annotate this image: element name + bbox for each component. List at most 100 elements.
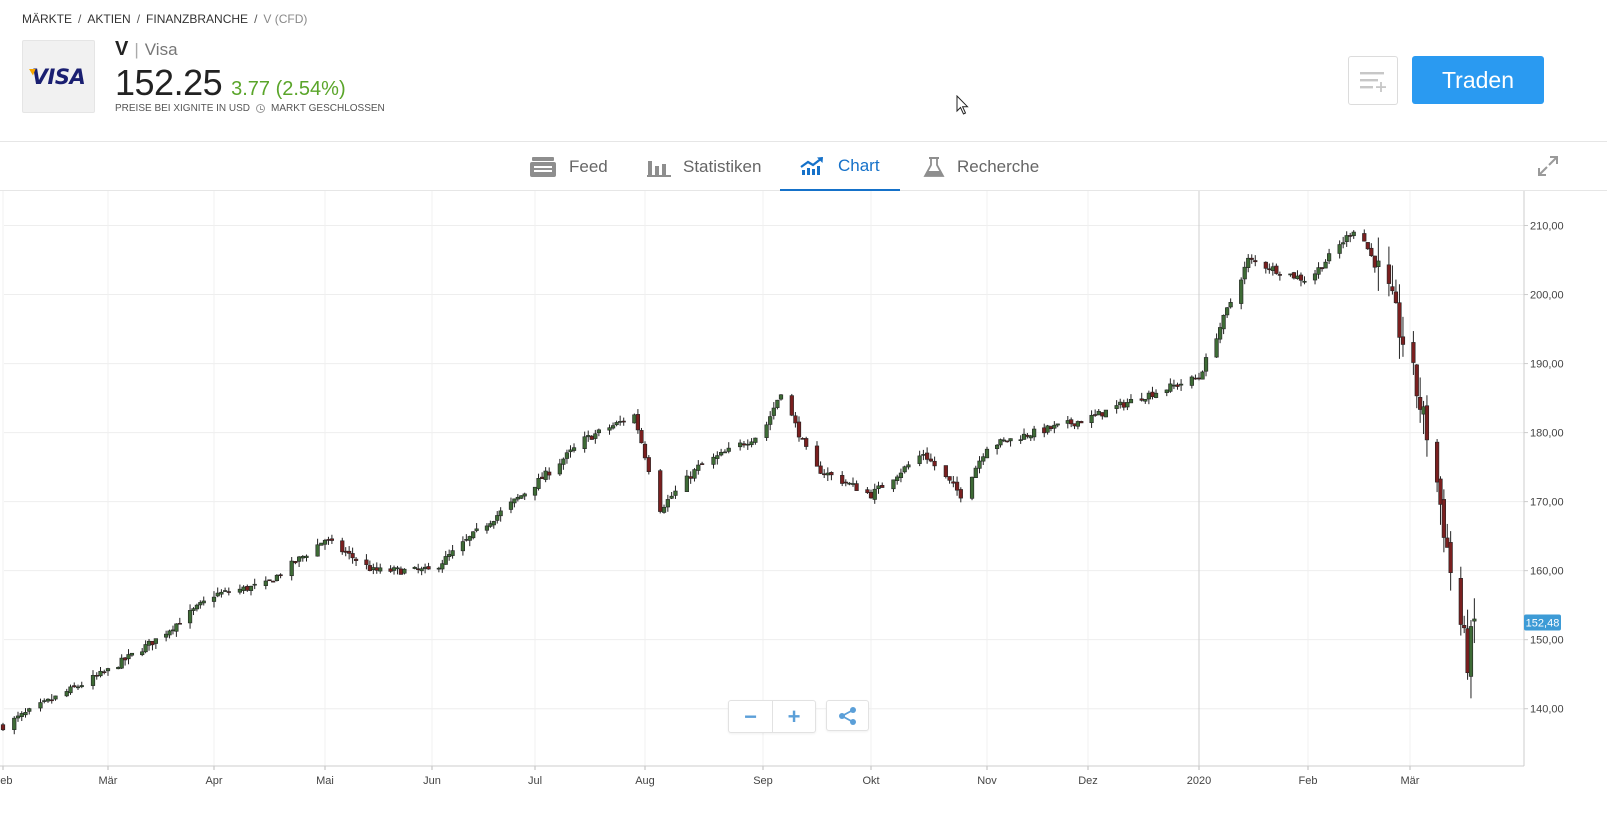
candle-body (1005, 440, 1010, 443)
candle-body (1323, 261, 1328, 269)
share-icon (838, 706, 856, 725)
candle-body (684, 475, 689, 492)
candle-body (539, 476, 545, 479)
candle-body (925, 452, 930, 460)
candle-body (378, 567, 383, 572)
breadcrumb: MÄRKTE / AKTIEN / FINANZBRANCHE / V (CFD… (22, 12, 307, 26)
x-tick-label: Feb (1299, 775, 1318, 787)
candle-body (126, 654, 131, 660)
candle-body (1008, 438, 1013, 442)
candle-body (1203, 357, 1209, 372)
candle-body (738, 442, 743, 448)
candle-body (880, 485, 885, 488)
price-chart[interactable]: 140,00 150,00 160,00 170,00 180,00 190,00 200,… (0, 191, 1607, 814)
x-tick-label: Mär (99, 775, 118, 787)
candle-body (491, 521, 496, 526)
candle-body (984, 448, 990, 459)
breadcrumb-item-maerkte[interactable]: MÄRKTE (22, 12, 73, 26)
candle-body (932, 460, 937, 467)
candle-body (1032, 428, 1037, 438)
expand-icon[interactable] (1537, 155, 1559, 177)
candle-body (1139, 398, 1144, 401)
candle-body (198, 602, 203, 606)
candle-body (1263, 261, 1268, 269)
candle-body (512, 498, 517, 504)
x-tick-label: Nov (977, 775, 997, 787)
candle-body (367, 565, 372, 571)
breadcrumb-item-aktien[interactable]: AKTIEN (87, 12, 131, 26)
candle-body (850, 483, 856, 485)
candle-body (467, 536, 472, 541)
candle-body (326, 539, 331, 541)
tab-chart[interactable]: Chart (780, 143, 900, 191)
tab-label: Feed (569, 157, 608, 176)
candle-body (263, 580, 268, 586)
candle-body (665, 499, 670, 508)
candle-body (426, 566, 431, 570)
candle-body (340, 540, 345, 553)
candle-body (94, 674, 99, 677)
candle-body (72, 685, 77, 688)
candle-body (49, 699, 54, 702)
candle-body (1069, 419, 1074, 425)
candle-body (296, 556, 302, 562)
candle-body (1472, 618, 1477, 622)
candle-body (143, 644, 148, 653)
tab-label: Statistiken (683, 157, 762, 176)
candle-body (973, 467, 978, 478)
zoom-in-button[interactable]: + (772, 701, 815, 732)
candle-body (508, 501, 514, 510)
candle-body (642, 443, 648, 459)
x-tick-label: Mai (316, 775, 334, 787)
add-to-list-icon (1360, 71, 1386, 92)
candle-body (498, 510, 503, 517)
candle-body (536, 478, 541, 489)
breadcrumb-item-finanzbranche[interactable]: FINANZBRANCHE (146, 12, 249, 26)
candle-body (818, 465, 823, 474)
candle-body (1288, 273, 1293, 276)
y-tick-label: 200,00 (1530, 290, 1564, 302)
candlestick-chart[interactable]: 140,00 150,00 160,00 170,00 180,00 190,00 200,… (0, 191, 1607, 814)
candle-body (1146, 392, 1151, 400)
zoom-button-group: − + (728, 700, 816, 733)
candle-body (1386, 264, 1391, 284)
tab-feed[interactable]: Feed (509, 143, 628, 191)
candle-body (958, 489, 963, 499)
x-tick-label: Feb (0, 775, 12, 787)
breadcrumb-separator: / (78, 12, 82, 26)
candle-body (917, 455, 922, 464)
y-tick-label: 180,00 (1530, 428, 1564, 440)
candle-body (928, 458, 933, 462)
candle-body (245, 586, 250, 591)
tab-recherche[interactable]: Recherche (903, 143, 1059, 191)
candle-body (1267, 268, 1272, 271)
zoom-out-button[interactable]: − (744, 703, 757, 729)
y-tick-label: 190,00 (1530, 359, 1564, 371)
candle-body (1418, 397, 1423, 410)
candle-body (1021, 433, 1027, 440)
candle-body (388, 568, 393, 572)
ticker-symbol: V (115, 38, 129, 60)
x-tick-label: 2020 (1187, 775, 1211, 787)
candle-body (1316, 267, 1321, 275)
candle-body (211, 596, 217, 602)
candle-body (1411, 342, 1416, 363)
candle-body (1052, 424, 1057, 429)
candle-body (1246, 257, 1251, 268)
candle-body (571, 447, 577, 451)
trade-button[interactable]: Traden (1412, 56, 1544, 104)
tab-statistiken[interactable]: Statistiken (627, 143, 781, 191)
add-to-watchlist-button[interactable] (1348, 56, 1398, 105)
candle-body (711, 456, 716, 465)
bar-chart-icon (647, 161, 671, 177)
share-button[interactable] (826, 700, 869, 731)
candle-body (775, 399, 780, 408)
candle-body (768, 416, 773, 425)
candle-body (1312, 273, 1318, 281)
candle-body (0, 724, 6, 731)
breadcrumb-separator: / (254, 12, 258, 26)
candle-body (1125, 402, 1130, 408)
candle-body (422, 566, 428, 569)
candle-body (607, 427, 612, 431)
feed-icon (530, 157, 556, 177)
